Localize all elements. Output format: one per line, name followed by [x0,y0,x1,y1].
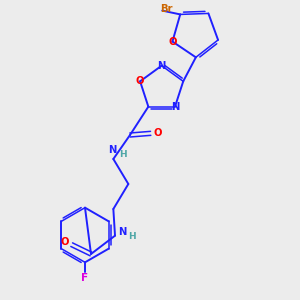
Text: H: H [119,149,127,158]
Text: N: N [108,145,116,155]
Text: N: N [118,227,127,237]
Text: O: O [154,128,162,138]
Text: N: N [158,61,166,71]
Text: O: O [136,76,144,86]
Text: Br: Br [160,4,172,14]
Text: F: F [81,273,88,283]
Text: O: O [168,37,177,46]
Text: N: N [171,102,179,112]
Text: H: H [128,232,136,241]
Text: O: O [60,237,69,247]
